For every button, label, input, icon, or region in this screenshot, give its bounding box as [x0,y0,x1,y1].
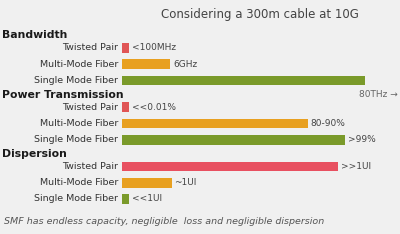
Text: <<1UI: <<1UI [132,194,162,204]
Text: Twisted Pair: Twisted Pair [62,43,118,52]
Text: Bandwidth: Bandwidth [2,30,67,40]
Bar [122,162,338,171]
Text: Single Mode Fiber: Single Mode Fiber [34,194,118,204]
Bar [122,43,130,53]
Text: Power Transmission: Power Transmission [2,90,124,100]
Text: 80-90%: 80-90% [311,119,346,128]
Bar [122,194,130,204]
Text: SMF has endless capacity, negligible  loss and negligible dispersion: SMF has endless capacity, negligible los… [4,217,324,226]
Bar [122,76,365,85]
Text: Single Mode Fiber: Single Mode Fiber [34,76,118,85]
Text: <<0.01%: <<0.01% [132,103,176,112]
Text: <100MHz: <100MHz [132,43,176,52]
Bar [122,119,308,128]
Text: 6GHz: 6GHz [173,60,198,69]
Text: >>1UI: >>1UI [340,162,371,171]
Text: Twisted Pair: Twisted Pair [62,103,118,112]
Text: ~1UI: ~1UI [174,178,197,187]
Bar [122,178,172,188]
Bar [122,102,130,112]
Text: 80THz →: 80THz → [359,90,398,99]
Text: Dispersion: Dispersion [2,149,67,159]
Text: Multi-Mode Fiber: Multi-Mode Fiber [40,119,118,128]
Text: Multi-Mode Fiber: Multi-Mode Fiber [40,60,118,69]
Text: Multi-Mode Fiber: Multi-Mode Fiber [40,178,118,187]
Text: Twisted Pair: Twisted Pair [62,162,118,171]
Text: >99%: >99% [348,135,376,144]
Bar [122,135,345,145]
Bar [122,59,170,69]
Text: Considering a 300m cable at 10G: Considering a 300m cable at 10G [161,8,359,21]
Text: Single Mode Fiber: Single Mode Fiber [34,135,118,144]
